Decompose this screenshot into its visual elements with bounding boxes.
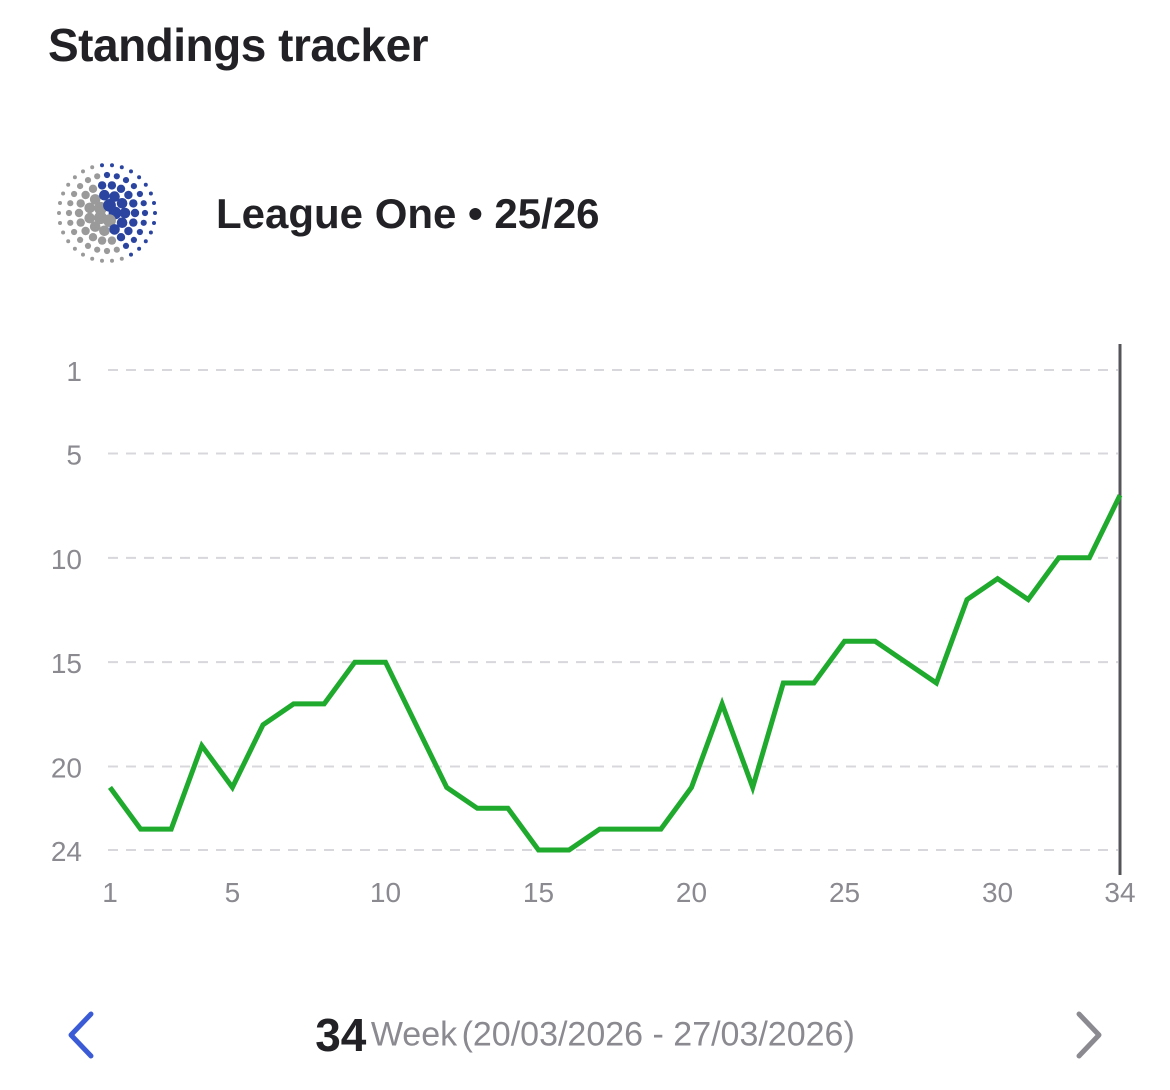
week-navigator: 34 Week (20/03/2026 - 27/03/2026) [0,1000,1170,1070]
x-tick-label: 25 [829,877,860,908]
week-date-range: (20/03/2026 - 27/03/2026) [461,1015,855,1054]
x-tick-label: 5 [225,877,241,908]
y-tick-label: 24 [51,836,82,867]
y-tick-label: 1 [66,356,82,387]
chevron-left-icon [68,1011,94,1059]
x-tick-label: 34 [1104,877,1135,908]
x-tick-label: 20 [676,877,707,908]
x-tick-label: 30 [982,877,1013,908]
x-tick-label: 1 [102,877,118,908]
position-line [107,494,1123,853]
y-tick-label: 10 [51,544,82,575]
page-title: Standings tracker [48,19,429,71]
next-week-button[interactable] [1064,1008,1114,1062]
league-name: League One • 25/26 [216,190,600,237]
week-label: Week [370,1015,458,1054]
week-number: 34 [315,1009,367,1061]
x-tick-label: 10 [370,877,401,908]
chevron-right-icon [1076,1011,1102,1059]
y-tick-label: 20 [51,753,82,784]
y-tick-label: 5 [66,439,82,470]
previous-week-button[interactable] [56,1008,106,1062]
league-logo [57,163,157,263]
x-tick-label: 15 [523,877,554,908]
y-tick-label: 15 [51,648,82,679]
